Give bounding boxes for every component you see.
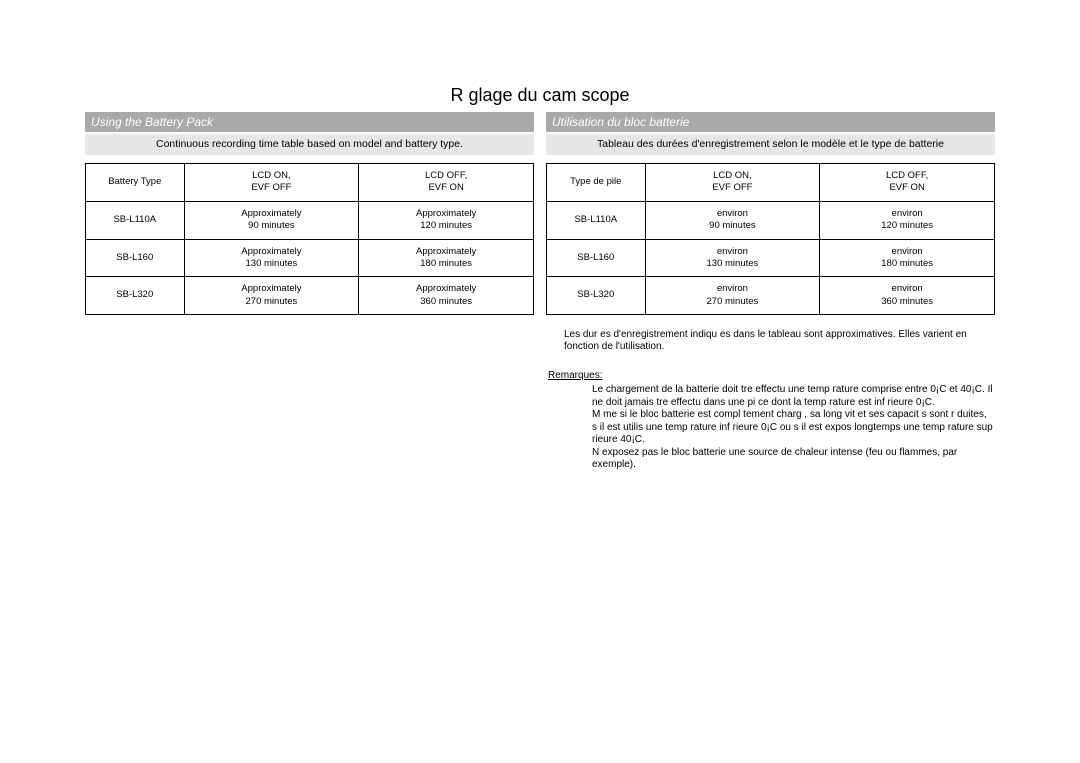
cell-line: 360 minutes bbox=[361, 296, 531, 308]
header-line: LCD OFF, bbox=[361, 170, 531, 182]
cell-value: Approximately180 minutes bbox=[359, 239, 534, 277]
cell-line: 120 minutes bbox=[361, 220, 531, 232]
header-line: LCD ON, bbox=[187, 170, 357, 182]
cell-value: environ360 minutes bbox=[820, 277, 995, 315]
cell-line: environ bbox=[822, 283, 992, 295]
cell-line: environ bbox=[822, 246, 992, 258]
cell-type: SB-L160 bbox=[86, 239, 185, 277]
cell-line: 270 minutes bbox=[648, 296, 818, 308]
cell-value: Approximately130 minutes bbox=[184, 239, 359, 277]
bullet-mark bbox=[576, 384, 592, 409]
cell-value: environ120 minutes bbox=[820, 201, 995, 239]
cell-line: Approximately bbox=[187, 283, 357, 295]
header-line: EVF OFF bbox=[187, 182, 357, 194]
footnote-text: Les dur es d'enregistrement indiqu es da… bbox=[564, 329, 993, 354]
remark-item: M me si le bloc batterie est compl temen… bbox=[576, 409, 993, 447]
header-cell: LCD OFF, EVF ON bbox=[820, 164, 995, 202]
cell-type: SB-L110A bbox=[86, 201, 185, 239]
cell-line: 90 minutes bbox=[187, 220, 357, 232]
cell-line: environ bbox=[648, 283, 818, 295]
cell-line: 90 minutes bbox=[648, 220, 818, 232]
cell-line: Approximately bbox=[361, 246, 531, 258]
cell-type: SB-L320 bbox=[547, 277, 646, 315]
right-column: Utilisation du bloc batterie Tableau des… bbox=[546, 112, 995, 472]
cell-value: Approximately270 minutes bbox=[184, 277, 359, 315]
cell-line: 130 minutes bbox=[187, 258, 357, 270]
remark-text: Le chargement de la batterie doit tre ef… bbox=[592, 384, 993, 409]
header-cell: Type de pile bbox=[547, 164, 646, 202]
cell-line: 270 minutes bbox=[187, 296, 357, 308]
cell-line: environ bbox=[648, 208, 818, 220]
remark-text: M me si le bloc batterie est compl temen… bbox=[592, 409, 993, 447]
table-header-row: Battery Type LCD ON, EVF OFF LCD OFF, EV… bbox=[86, 164, 534, 202]
cell-value: environ90 minutes bbox=[645, 201, 820, 239]
section-heading-left: Using the Battery Pack bbox=[85, 112, 534, 132]
cell-line: Approximately bbox=[361, 283, 531, 295]
cell-line: 180 minutes bbox=[361, 258, 531, 270]
battery-table-left: Battery Type LCD ON, EVF OFF LCD OFF, EV… bbox=[85, 163, 534, 315]
cell-value: Approximately90 minutes bbox=[184, 201, 359, 239]
header-line: EVF ON bbox=[822, 182, 992, 194]
remark-item: N exposez pas le bloc batterie une sourc… bbox=[576, 447, 993, 472]
remark-text: N exposez pas le bloc batterie une sourc… bbox=[592, 447, 993, 472]
remark-item: Le chargement de la batterie doit tre ef… bbox=[576, 384, 993, 409]
cell-line: 120 minutes bbox=[822, 220, 992, 232]
manual-page: R glage du cam scope Using the Battery P… bbox=[85, 85, 995, 472]
remarks-list: Le chargement de la batterie doit tre ef… bbox=[548, 384, 993, 472]
cell-line: Approximately bbox=[361, 208, 531, 220]
header-line: LCD ON, bbox=[648, 170, 818, 182]
header-cell: LCD OFF, EVF ON bbox=[359, 164, 534, 202]
header-line: EVF ON bbox=[361, 182, 531, 194]
table-header-row: Type de pile LCD ON, EVF OFF LCD OFF, EV… bbox=[547, 164, 995, 202]
cell-line: 130 minutes bbox=[648, 258, 818, 270]
header-line: EVF OFF bbox=[648, 182, 818, 194]
cell-type: SB-L160 bbox=[547, 239, 646, 277]
table-row: SB-L110A environ90 minutes environ120 mi… bbox=[547, 201, 995, 239]
table-caption-right: Tableau des durées d'enregistrement selo… bbox=[546, 134, 995, 155]
header-cell: LCD ON, EVF OFF bbox=[645, 164, 820, 202]
remarks-heading: Remarques: bbox=[548, 370, 993, 383]
section-heading-right: Utilisation du bloc batterie bbox=[546, 112, 995, 132]
header-line: LCD OFF, bbox=[822, 170, 992, 182]
cell-value: Approximately360 minutes bbox=[359, 277, 534, 315]
left-column: Using the Battery Pack Continuous record… bbox=[85, 112, 534, 472]
bullet-mark bbox=[576, 447, 592, 472]
table-row: SB-L320 Approximately270 minutes Approxi… bbox=[86, 277, 534, 315]
bullet-mark bbox=[548, 329, 564, 354]
cell-value: environ130 minutes bbox=[645, 239, 820, 277]
cell-line: environ bbox=[822, 208, 992, 220]
two-column-layout: Using the Battery Pack Continuous record… bbox=[85, 112, 995, 472]
cell-value: environ180 minutes bbox=[820, 239, 995, 277]
page-title: R glage du cam scope bbox=[85, 85, 995, 106]
battery-table-right: Type de pile LCD ON, EVF OFF LCD OFF, EV… bbox=[546, 163, 995, 315]
cell-line: Approximately bbox=[187, 246, 357, 258]
table-row: SB-L110A Approximately90 minutes Approxi… bbox=[86, 201, 534, 239]
cell-line: 360 minutes bbox=[822, 296, 992, 308]
cell-value: environ270 minutes bbox=[645, 277, 820, 315]
table-caption-left: Continuous recording time table based on… bbox=[85, 134, 534, 155]
table-row: SB-L160 Approximately130 minutes Approxi… bbox=[86, 239, 534, 277]
table-row: SB-L320 environ270 minutes environ360 mi… bbox=[547, 277, 995, 315]
cell-value: Approximately120 minutes bbox=[359, 201, 534, 239]
cell-type: SB-L320 bbox=[86, 277, 185, 315]
cell-line: Approximately bbox=[187, 208, 357, 220]
cell-line: 180 minutes bbox=[822, 258, 992, 270]
header-cell: LCD ON, EVF OFF bbox=[184, 164, 359, 202]
right-notes: Les dur es d'enregistrement indiqu es da… bbox=[546, 329, 995, 472]
footnote-row: Les dur es d'enregistrement indiqu es da… bbox=[548, 329, 993, 354]
header-cell: Battery Type bbox=[86, 164, 185, 202]
cell-line: environ bbox=[648, 246, 818, 258]
cell-type: SB-L110A bbox=[547, 201, 646, 239]
table-row: SB-L160 environ130 minutes environ180 mi… bbox=[547, 239, 995, 277]
bullet-mark bbox=[576, 409, 592, 447]
